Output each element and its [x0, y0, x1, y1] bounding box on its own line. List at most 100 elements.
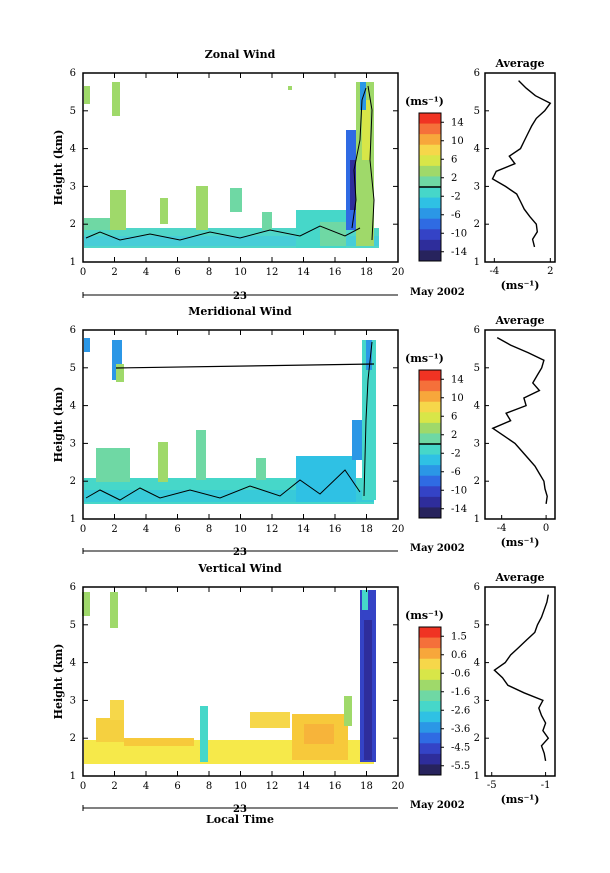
- colorbar-tick-label: 14: [451, 374, 464, 385]
- x-tick-label: 2: [111, 524, 117, 535]
- y-tick-label: 1: [70, 514, 76, 525]
- x-tick-label: 4: [143, 781, 149, 792]
- colorbar-tick-label: 0.6: [451, 650, 467, 661]
- colorbar-swatch: [419, 250, 441, 262]
- x-tick-label: 14: [297, 267, 310, 278]
- colorbar-swatch: [419, 764, 441, 776]
- x-tick-label: 14: [297, 524, 310, 535]
- avg-x-tick-label: -4: [497, 523, 507, 534]
- colorbar-swatch: [419, 113, 441, 125]
- colorbar-unit-label: (ms⁻¹): [405, 352, 444, 365]
- y-tick-label: 1: [70, 771, 76, 782]
- x-tick-label: 12: [266, 267, 279, 278]
- x-tick-label: 2: [111, 781, 117, 792]
- avg-y-tick-label: 4: [474, 144, 480, 155]
- colorbar-swatch: [419, 454, 441, 466]
- colorbar-swatch: [419, 722, 441, 734]
- avg-y-tick-label: 3: [474, 181, 480, 192]
- avg-y-tick-label: 6: [474, 582, 480, 593]
- avg-x-axis-label: (ms⁻¹): [501, 536, 540, 549]
- colorbar-swatch: [419, 496, 441, 508]
- colorbar-tick-label: 14: [451, 117, 464, 128]
- x-tick-label: 6: [174, 267, 180, 278]
- colorbar-swatch: [419, 648, 441, 660]
- colorbar-swatch: [419, 658, 441, 670]
- colorbar-swatch: [419, 690, 441, 702]
- panel-meridional: Meridional Wind: [82, 305, 399, 520]
- avg-x-axis-label: (ms⁻¹): [501, 793, 540, 806]
- colorbar-unit-label: (ms⁻¹): [405, 609, 444, 622]
- colorbar-swatch: [419, 743, 441, 755]
- y-tick-label: 2: [70, 733, 76, 744]
- avg-x-tick-label: 2: [547, 266, 553, 277]
- colorbar-tick-label: -10: [451, 228, 467, 239]
- avg-y-tick-label: 3: [474, 695, 480, 706]
- avg-x-axis-label: (ms⁻¹): [501, 279, 540, 292]
- colorbar-swatch: [419, 144, 441, 156]
- colorbar-swatch: [419, 155, 441, 167]
- colorbar-swatch: [419, 433, 441, 445]
- avg-y-tick-label: 1: [474, 771, 480, 782]
- colorbar-tick-label: -1.6: [451, 687, 470, 698]
- colorbar-tick-label: 2: [451, 430, 457, 441]
- colorbar-swatch: [419, 229, 441, 241]
- colorbar-tick-label: 10: [451, 136, 464, 147]
- colorbar-tick-label: -14: [451, 504, 467, 515]
- avg-profile-line: [493, 594, 550, 762]
- avg-profile-line: [491, 80, 552, 248]
- panel-title: Zonal Wind: [205, 48, 276, 61]
- avg-x-tick-label: 0: [543, 523, 549, 534]
- colorbar-swatch: [419, 187, 441, 199]
- y-tick-label: 1: [70, 257, 76, 268]
- y-tick-label: 4: [70, 401, 76, 412]
- avg-y-tick-label: 4: [474, 658, 480, 669]
- x-tick-label: 8: [206, 524, 212, 535]
- colorbar-unit-label: (ms⁻¹): [405, 95, 444, 108]
- date-label: May 2002: [410, 287, 465, 298]
- x-tick-label: 0: [80, 524, 86, 535]
- colorbar-tick-label: 6: [451, 154, 457, 165]
- colorbar-swatch: [419, 380, 441, 392]
- y-axis-label: Height (km): [52, 387, 65, 463]
- avg-x-tick-label: -5: [487, 780, 497, 791]
- colorbar-swatch: [419, 401, 441, 413]
- avg-y-tick-label: 2: [474, 219, 480, 230]
- x-tick-label: 6: [174, 524, 180, 535]
- y-tick-label: 6: [70, 68, 76, 79]
- x-tick-label: 0: [80, 267, 86, 278]
- day-marker: 23: [233, 547, 247, 558]
- colorbar-swatch: [419, 176, 441, 188]
- y-tick-label: 3: [70, 181, 76, 192]
- colorbar-swatch: [419, 711, 441, 723]
- avg-title: Average: [494, 571, 544, 584]
- x-tick-label: 4: [143, 524, 149, 535]
- panel-title: Vertical Wind: [197, 562, 282, 575]
- colorbar-tick-label: 2: [451, 173, 457, 184]
- colorbar-swatch: [419, 679, 441, 691]
- x-tick-label: 18: [360, 267, 373, 278]
- x-tick-label: 16: [329, 524, 342, 535]
- colorbar-swatch: [419, 412, 441, 424]
- colorbar-swatch: [419, 197, 441, 209]
- colorbar-tick-label: -2.6: [451, 705, 470, 716]
- colorbar-swatch: [419, 701, 441, 713]
- avg-y-tick-label: 4: [474, 401, 480, 412]
- avg-y-tick-label: 6: [474, 68, 480, 79]
- y-axis-label: Height (km): [52, 130, 65, 206]
- colorbar-swatch: [419, 507, 441, 519]
- colorbar-tick-label: 6: [451, 411, 457, 422]
- avg-title: Average: [494, 57, 544, 70]
- x-tick-label: 18: [360, 524, 373, 535]
- y-tick-label: 2: [70, 476, 76, 487]
- avg-y-tick-label: 5: [474, 363, 480, 374]
- colorbar-swatch: [419, 165, 441, 177]
- avg-y-tick-label: 2: [474, 476, 480, 487]
- colorbar-swatch: [419, 391, 441, 403]
- x-tick-label: 20: [392, 781, 405, 792]
- y-tick-label: 4: [70, 658, 76, 669]
- colorbar-swatch: [419, 370, 441, 382]
- avg-y-tick-label: 1: [474, 257, 480, 268]
- y-tick-label: 5: [70, 106, 76, 117]
- colorbar-tick-label: -3.6: [451, 724, 470, 735]
